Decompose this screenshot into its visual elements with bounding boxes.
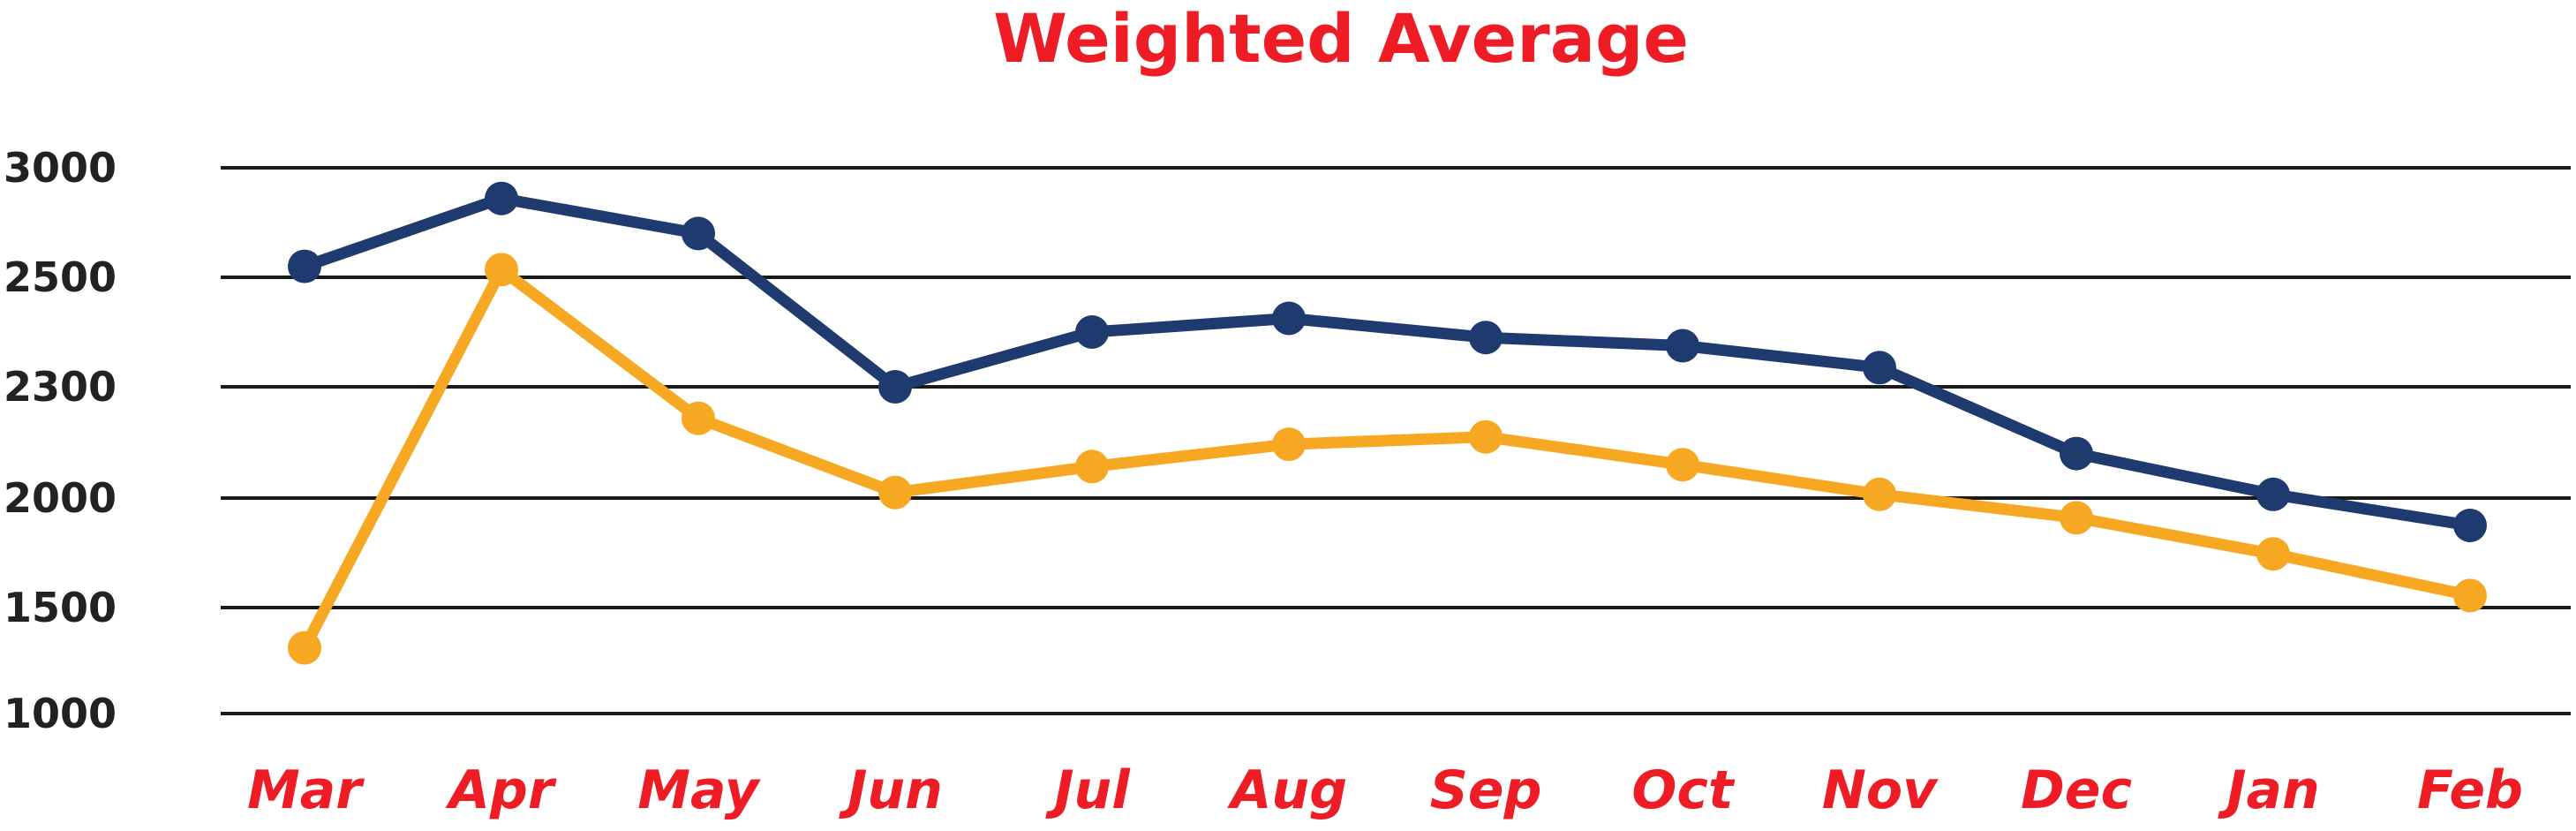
series-1-point <box>1075 315 1109 349</box>
series-2-point <box>1469 419 1503 454</box>
series-2-point <box>1075 449 1109 484</box>
y-tick-label: 2500 <box>4 253 117 301</box>
x-tick-label: May <box>637 759 761 821</box>
series-1-point <box>1666 329 1699 363</box>
series-2-point <box>2256 537 2290 571</box>
series-1-point <box>288 249 321 283</box>
x-tick-label: Jul <box>1045 759 1131 821</box>
x-tick-label: Mar <box>247 759 365 821</box>
series-1-point <box>682 216 715 251</box>
y-tick-label: 1000 <box>4 690 117 737</box>
series-1-point <box>2256 477 2290 511</box>
series-2-point <box>878 475 912 510</box>
x-tick-label: Apr <box>446 759 557 821</box>
series-1-point <box>1863 351 1896 385</box>
series-2-point <box>1272 427 1306 462</box>
series-2-point <box>485 253 518 287</box>
series-1-line <box>298 193 2476 532</box>
y-tick-label: 1500 <box>4 584 117 631</box>
x-tick-label: Dec <box>2021 759 2132 821</box>
y-tick-label: 2000 <box>4 474 117 522</box>
series-1-point <box>485 181 518 215</box>
x-tick-label: Jan <box>2218 759 2320 821</box>
series-2-point <box>1863 477 1896 511</box>
series-2-point <box>682 401 715 435</box>
series-1-point <box>1272 301 1306 336</box>
x-tick-label: Sep <box>1430 759 1542 821</box>
y-tick-label: 2300 <box>4 363 117 411</box>
series-2-point <box>2060 501 2093 535</box>
y-tick-label: 3000 <box>4 144 117 192</box>
series-1-point <box>2060 436 2093 471</box>
x-tick-label: Aug <box>1227 759 1347 821</box>
series-2-point <box>288 631 321 665</box>
x-tick-label: Feb <box>2417 759 2523 821</box>
chart-title: Weighted Average <box>993 0 1689 78</box>
x-tick-label: Jun <box>839 759 943 821</box>
series-2-point <box>1666 448 1699 482</box>
series-2-line <box>298 263 2476 654</box>
series-2-point <box>2453 578 2487 613</box>
x-tick-label: Oct <box>1631 759 1736 821</box>
x-tick-label: Nov <box>1822 759 1939 821</box>
series-1-point <box>1469 321 1503 355</box>
series-1-point <box>2453 509 2487 542</box>
series-1-point <box>878 370 912 404</box>
